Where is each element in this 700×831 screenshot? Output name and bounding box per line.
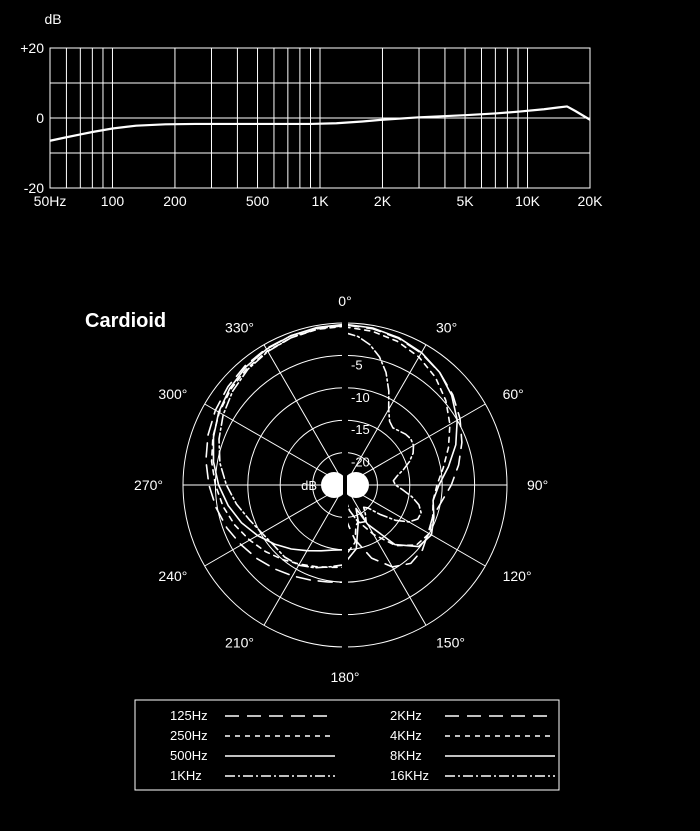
polar-angle-label: 90° (527, 477, 548, 493)
polar-angle-label: 240° (158, 568, 187, 584)
x-tick-label: 500 (246, 193, 270, 209)
polar-radius-label: -15 (351, 422, 370, 437)
polar-title: Cardioid (85, 310, 166, 332)
legend-label: 125Hz (170, 708, 208, 723)
legend-label: 4KHz (390, 728, 422, 743)
polar-radius-label: -20 (351, 455, 370, 470)
polar-angle-label: 60° (503, 386, 524, 402)
polar-center-label: dB (301, 478, 317, 493)
x-tick-label: 2K (374, 193, 392, 209)
legend-label: 16KHz (390, 768, 429, 783)
legend-label: 2KHz (390, 708, 422, 723)
y-axis-label: dB (44, 11, 61, 27)
x-tick-label: 5K (456, 193, 474, 209)
polar-angle-label: 120° (503, 568, 532, 584)
x-tick-label: 10K (515, 193, 541, 209)
legend-label: 1KHz (170, 768, 202, 783)
polar-angle-label: 210° (225, 635, 254, 651)
x-tick-label: 1K (311, 193, 329, 209)
polar-angle-label: 30° (436, 319, 457, 335)
x-tick-label: 200 (163, 193, 187, 209)
polar-angle-label: 300° (158, 386, 187, 402)
polar-center-gap (343, 472, 347, 498)
legend-label: 8KHz (390, 748, 422, 763)
polar-angle-label: 330° (225, 319, 254, 335)
x-tick-label: 100 (101, 193, 125, 209)
y-tick-label: 0 (36, 110, 44, 126)
polar-radius-label: -5 (351, 357, 363, 372)
polar-angle-label: 0° (338, 293, 351, 309)
polar-angle-label: 180° (331, 669, 360, 685)
legend-label: 250Hz (170, 728, 208, 743)
y-tick-label: +20 (20, 40, 44, 56)
polar-angle-label: 150° (436, 635, 465, 651)
x-tick-label: 20K (578, 193, 604, 209)
x-tick-label: 50Hz (34, 193, 67, 209)
microphone-spec-chart: dB -20 0 +20 50Hz 100 200 500 1K 2K 5K 10K 20K Cardio… (0, 0, 700, 831)
legend-label: 500Hz (170, 748, 208, 763)
background (0, 0, 700, 831)
polar-angle-label: 270° (134, 477, 163, 493)
polar-radius-label: -10 (351, 390, 370, 405)
